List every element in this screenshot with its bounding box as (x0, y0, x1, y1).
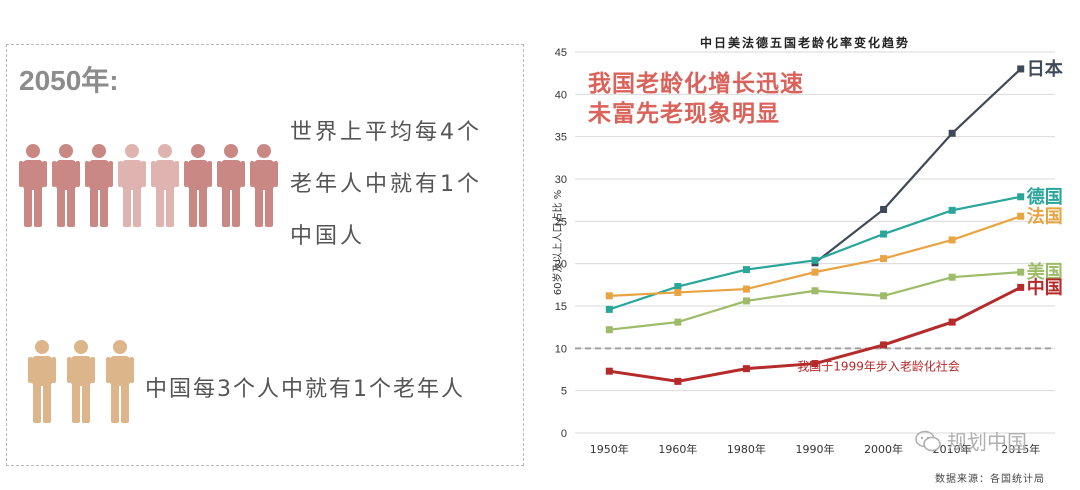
watermark: 规划中国 (915, 426, 1027, 455)
series-line (814, 68, 1022, 264)
data-point (605, 367, 613, 375)
series-label: 中国 (1027, 276, 1063, 298)
stat-world: 世界上平均每4个 老年人中就有1个 中国人 (290, 107, 482, 263)
data-point (880, 255, 888, 263)
data-point (948, 273, 956, 281)
y-axis-label: 60岁及以上人口占比 % (553, 189, 565, 296)
y-tick-label: 40 (555, 89, 567, 101)
data-point (1017, 268, 1025, 276)
y-tick-label: 45 (555, 47, 567, 59)
data-point (880, 230, 888, 238)
headline-line-1: 我国老龄化增长迅速 (588, 71, 804, 97)
x-tick-label: 1950年 (590, 442, 629, 456)
x-tick-label: 1980年 (727, 442, 766, 456)
data-point (742, 297, 750, 305)
data-point (811, 256, 819, 264)
data-point (605, 292, 613, 300)
person-icon (151, 144, 179, 227)
y-tick-label: 35 (555, 132, 567, 144)
stat-china: 中国每3个人中就有1个老年人 (145, 377, 465, 402)
data-point (674, 288, 682, 296)
data-point (1017, 65, 1025, 73)
stat-world-line-2: 老年人中就有1个 (290, 172, 482, 197)
data-point (1017, 212, 1025, 220)
data-point (811, 268, 819, 276)
data-point (674, 318, 682, 326)
data-point (742, 285, 750, 293)
data-point (674, 377, 682, 385)
person-icon (67, 340, 95, 423)
person-icon (28, 340, 56, 423)
wechat-icon (915, 430, 941, 451)
y-tick-label: 30 (555, 174, 567, 186)
y-tick-label: 15 (555, 301, 567, 313)
x-tick-label: 2010年 (933, 442, 972, 456)
aging-rate-chart: 0 5 10 15 20 25 30 35 40 45 1950年 1960年 1980年 1990年 20… (530, 30, 1075, 490)
watermark-text: 规划中国 (947, 430, 1027, 454)
person-icon (184, 144, 212, 227)
people-icons-row-china (25, 339, 137, 423)
person-icon (118, 144, 146, 227)
person-icon (250, 144, 278, 227)
data-point (948, 206, 956, 214)
chart-title: 中日美法德五国老龄化率变化趋势 (699, 36, 910, 50)
y-tick-label: 5 (561, 386, 567, 398)
data-point (1017, 283, 1025, 291)
data-point (948, 318, 956, 326)
person-icon (19, 144, 47, 227)
person-icon (52, 144, 80, 227)
y-tick-label: 25 (555, 216, 567, 228)
person-icon (106, 340, 134, 423)
data-point (880, 205, 888, 213)
data-point (742, 365, 750, 373)
series-line (609, 271, 1021, 331)
data-point (948, 129, 956, 137)
x-tick-label: 1960年 (658, 442, 697, 456)
data-point (674, 283, 682, 291)
series-label: 美国 (1027, 261, 1063, 283)
data-point (880, 292, 888, 300)
series-label: 德国 (1027, 186, 1063, 208)
reference-line-label: 我国于1999年步入老龄化社会 (797, 358, 960, 373)
year-title: 2050年: (19, 65, 119, 96)
series-line (609, 215, 1022, 297)
x-tick-label: 2000年 (864, 442, 903, 456)
y-tick-label: 10 (555, 343, 567, 355)
left-info-panel: 2050年: 世界上平均每4个 老年人中就有1个 中国人 中国每3个人中就有1个… (6, 44, 524, 466)
stat-world-line-3: 中国人 (290, 224, 366, 249)
data-point (1017, 193, 1025, 201)
stat-world-line-1: 世界上平均每4个 (290, 120, 482, 145)
data-point (811, 287, 819, 295)
y-tick-label: 20 (555, 259, 567, 271)
data-point (605, 305, 613, 313)
person-icon (217, 144, 245, 227)
data-point (811, 360, 819, 368)
data-point (948, 236, 956, 244)
series-label: 日本 (1027, 58, 1063, 80)
data-point (880, 341, 888, 349)
data-source: 数据来源：各国统计局 (935, 474, 1045, 485)
data-point (605, 326, 613, 334)
data-point (742, 266, 750, 274)
x-tick-label: 1990年 (796, 442, 835, 456)
headline-line-2: 未富先老现象明显 (588, 101, 780, 127)
people-icons-row-world (19, 143, 278, 227)
y-tick-label: 0 (561, 428, 567, 440)
line-chart-svg: 0 5 10 15 20 25 30 35 40 45 1950年 1960年 1980年 1990年 20… (555, 47, 1063, 456)
x-tick-label: 2015年 (1001, 442, 1040, 456)
person-icon (85, 144, 113, 227)
series-label: 法国 (1027, 205, 1063, 227)
